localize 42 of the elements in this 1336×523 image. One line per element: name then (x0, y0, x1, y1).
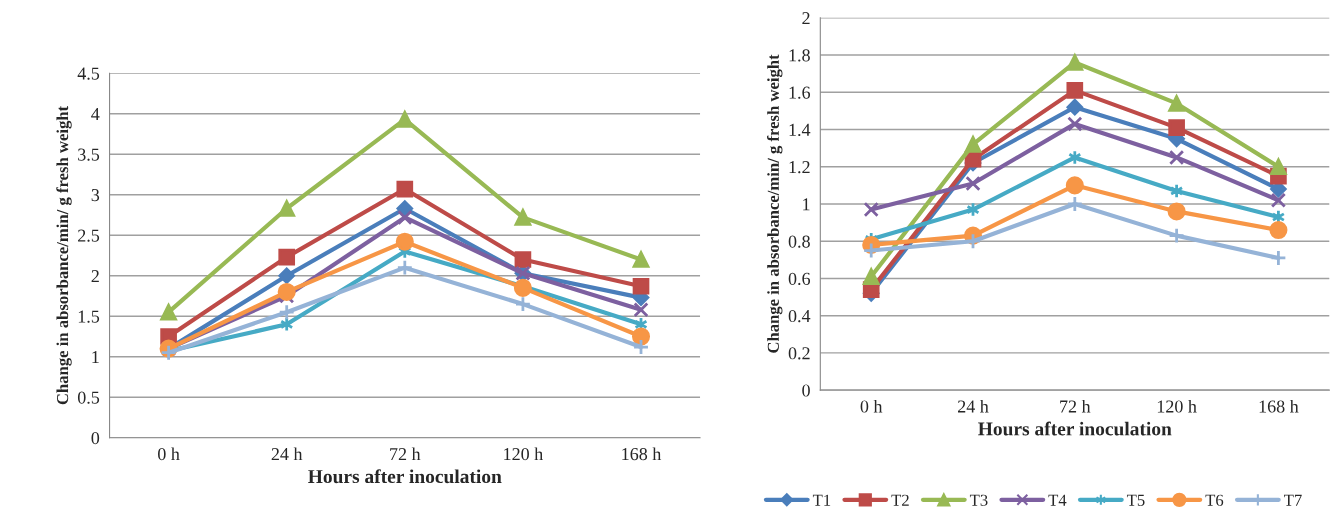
y-tick-label: 1.4 (789, 123, 811, 137)
legend-label: T2 (891, 494, 909, 506)
legend-label: T7 (1284, 494, 1302, 506)
y-tick-label: 1 (803, 198, 810, 211)
x-axis-title: Hours after inoculation (978, 421, 1172, 436)
y-tick-label: 1 (92, 351, 99, 364)
y-tick-label: 0 (91, 432, 100, 445)
x-tick-label: 24 h (958, 399, 989, 413)
y-axis-title: Change in absorbance/min/ g fresh weight (56, 105, 72, 405)
legend-label: T1 (812, 494, 831, 506)
x-tick-label: 120 h (1157, 399, 1197, 413)
y-tick-label: 1.2 (789, 161, 810, 174)
y-tick-label: 0 (802, 384, 810, 397)
y-tick-label: 1.5 (78, 310, 100, 323)
y-tick-label: 1.6 (789, 86, 811, 99)
y-tick-label: 0.2 (788, 347, 810, 360)
legend-label: T3 (969, 494, 988, 506)
x-tick-label: 120 h (504, 447, 543, 461)
x-tick-label: 72 h (1060, 399, 1091, 413)
y-tick-label: 0.5 (77, 391, 100, 404)
y-axis-title: Change in absorbance/min/ g fresh weight (767, 54, 783, 353)
y-tick-label: 0.8 (788, 235, 810, 248)
y-tick-label: 1.8 (789, 49, 810, 62)
x-tick-label: 0 h (860, 399, 883, 413)
legend-label: T6 (1205, 494, 1224, 506)
x-tick-label: 0 h (158, 447, 180, 461)
x-tick-label: 168 h (622, 447, 662, 461)
y-tick-label: 3.5 (78, 148, 100, 161)
y-tick-label: 2 (802, 12, 810, 25)
y-tick-label: 0.4 (788, 309, 811, 323)
legend-label: T4 (1048, 494, 1067, 506)
y-tick-label: 3 (91, 189, 100, 202)
y-tick-label: 4.5 (77, 67, 100, 80)
x-tick-label: 72 h (390, 447, 421, 460)
x-tick-label: 168 h (1259, 399, 1299, 413)
x-tick-label: 24 h (271, 447, 303, 460)
legend-label: T5 (1126, 494, 1145, 506)
y-tick-label: 0.6 (788, 272, 811, 285)
y-tick-label: 4 (91, 108, 100, 120)
y-tick-label: 2 (91, 270, 99, 282)
y-tick-label: 2.5 (78, 229, 100, 242)
x-axis-title: Hours after inoculation (308, 469, 502, 484)
